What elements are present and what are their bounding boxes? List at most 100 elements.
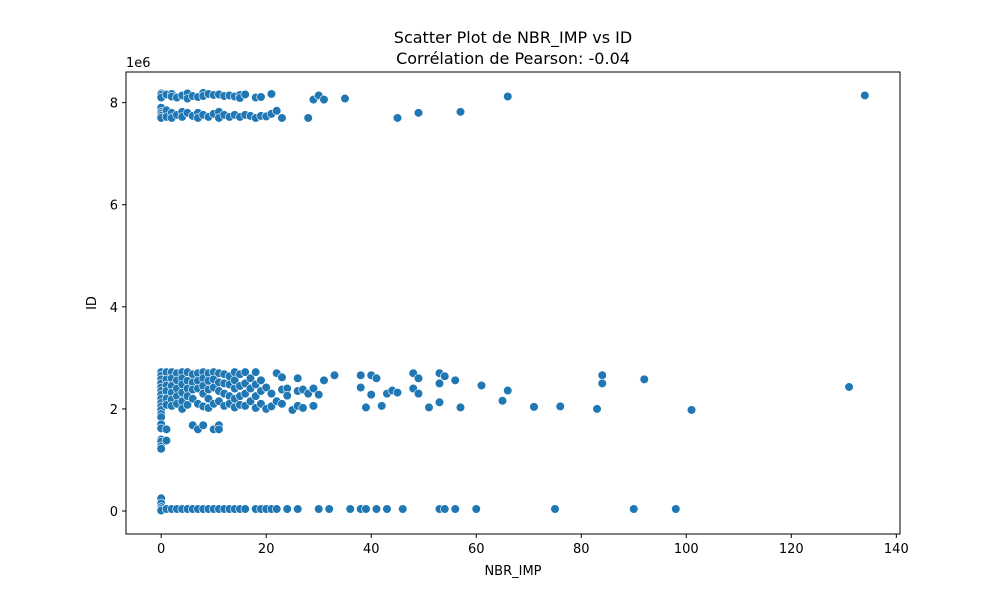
scatter-point xyxy=(356,382,366,393)
scatter-point xyxy=(529,402,539,412)
scatter-point xyxy=(455,402,466,413)
scatter-point xyxy=(256,375,266,385)
scatter-point xyxy=(251,367,261,377)
x-tick-label: 120 xyxy=(779,542,804,557)
scatter-point xyxy=(314,390,324,400)
scatter-point xyxy=(471,504,481,514)
scatter-point xyxy=(382,504,392,514)
scatter-point xyxy=(329,370,340,380)
y-tick-label: 2 xyxy=(110,403,118,418)
scatter-point xyxy=(161,424,172,434)
scatter-point xyxy=(277,372,287,382)
x-tick-label: 100 xyxy=(674,542,699,557)
scatter-point xyxy=(503,91,513,102)
scatter-point xyxy=(198,420,208,430)
scatter-point xyxy=(550,504,560,514)
scatter-point xyxy=(245,373,256,383)
scatter-point xyxy=(413,108,424,118)
y-tick-label: 4 xyxy=(110,301,118,316)
scatter-point xyxy=(392,113,403,123)
scatter-point xyxy=(256,92,266,102)
scatter-point xyxy=(555,401,565,411)
scatter-point xyxy=(156,444,166,454)
scatter-point xyxy=(450,504,460,514)
scatter-point xyxy=(597,378,607,389)
scatter-point xyxy=(455,107,466,117)
scatter-point xyxy=(366,390,376,400)
scatter-point xyxy=(361,402,371,413)
scatter-point xyxy=(340,93,350,104)
scatter-point xyxy=(266,89,277,99)
scatter-point xyxy=(686,405,697,415)
plot-area-frame xyxy=(125,71,901,535)
y-tick-label: 8 xyxy=(110,97,118,112)
scatter-point xyxy=(497,396,508,406)
scatter-point xyxy=(860,90,870,101)
chart-title: Scatter Plot de NBR_IMP vs ID xyxy=(394,28,632,48)
scatter-point xyxy=(392,387,403,398)
scatter-point xyxy=(319,94,329,105)
scatter-point xyxy=(214,424,224,434)
scatter-point xyxy=(476,380,487,391)
scatter-point xyxy=(434,378,445,389)
scatter-point xyxy=(240,367,250,377)
scatter-point xyxy=(182,400,193,410)
scatter-point xyxy=(298,403,308,413)
scatter-point xyxy=(597,370,607,380)
scatter-point xyxy=(398,504,408,514)
y-axis-label: ID xyxy=(85,296,100,310)
scatter-point xyxy=(319,375,329,385)
y-tick-label: 6 xyxy=(110,199,118,214)
scatter-point xyxy=(293,504,303,514)
scatter-point xyxy=(303,113,313,123)
x-tick-label: 60 xyxy=(468,542,485,557)
chart-subtitle: Corrélation de Pearson: -0.04 xyxy=(396,49,630,68)
x-tick-label: 140 xyxy=(884,542,909,557)
scatter-point xyxy=(671,504,681,514)
scatter-point xyxy=(450,375,460,385)
scatter-point xyxy=(413,373,424,383)
scatter-point xyxy=(424,402,434,413)
scatter-point xyxy=(161,435,172,446)
x-axis-ticks: 0 20 40 60 80 100 120 140 xyxy=(157,534,909,557)
scatter-point xyxy=(592,404,602,414)
scatter-point xyxy=(282,504,292,514)
scatter-point xyxy=(272,106,282,116)
scatter-point xyxy=(277,113,287,123)
scatter-point xyxy=(282,391,292,401)
x-tick-label: 40 xyxy=(363,542,380,557)
scatter-point xyxy=(277,399,287,409)
scatter-point xyxy=(361,504,371,514)
y-axis-ticks: 0 2 4 6 8 xyxy=(110,97,126,520)
scatter-point xyxy=(356,370,366,380)
scatter-point xyxy=(371,373,382,383)
scatter-point xyxy=(314,504,324,514)
scatter-point xyxy=(308,401,319,411)
scatter-point xyxy=(293,373,303,383)
scatter-point xyxy=(377,401,387,411)
scatter-point xyxy=(371,504,382,514)
scatter-point xyxy=(639,374,649,384)
x-tick-label: 20 xyxy=(258,542,275,557)
scatter-point xyxy=(324,504,334,514)
scatter-point xyxy=(413,389,424,399)
x-tick-label: 0 xyxy=(157,542,165,557)
scatter-point xyxy=(844,382,854,392)
x-tick-label: 80 xyxy=(573,542,590,557)
scatter-point xyxy=(272,504,282,514)
scatter-point xyxy=(308,383,319,394)
y-tick-label: 0 xyxy=(110,505,118,520)
y-axis-offset-label: 1e6 xyxy=(126,56,151,71)
scatter-point xyxy=(266,389,277,399)
scatter-point xyxy=(345,504,355,514)
scatter-point xyxy=(440,371,450,381)
scatter-point xyxy=(629,504,639,514)
scatter-point xyxy=(440,504,450,514)
scatter-point xyxy=(240,89,250,100)
data-points xyxy=(156,88,870,516)
scatter-point xyxy=(503,385,513,396)
x-axis-label: NBR_IMP xyxy=(484,564,541,579)
